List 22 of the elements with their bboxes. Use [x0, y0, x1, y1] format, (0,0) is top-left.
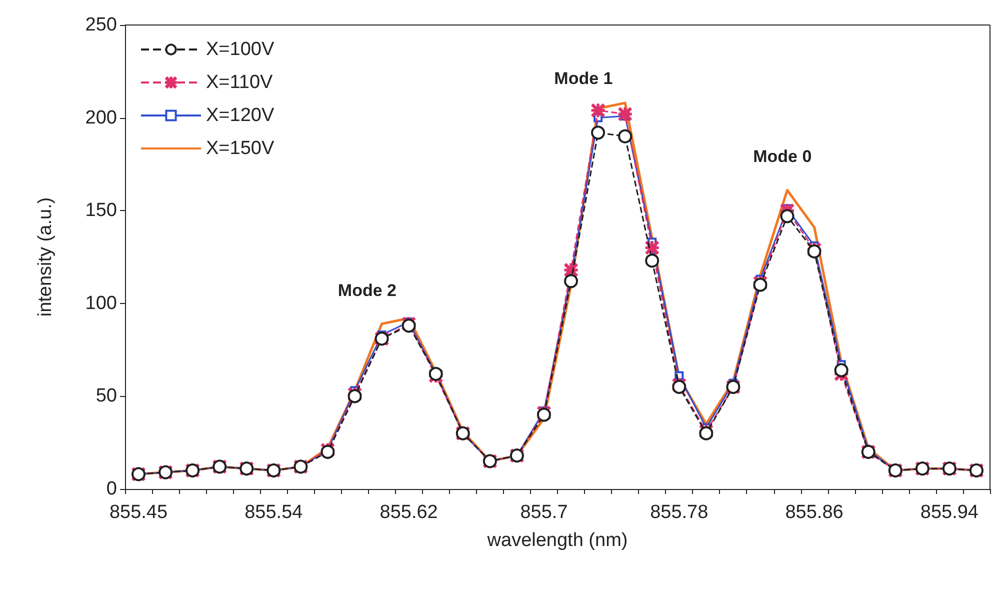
- legend-label: X=120V: [206, 105, 274, 126]
- y-tick-label: 100: [85, 292, 117, 314]
- x-tick-label: 855.45: [109, 502, 168, 523]
- y-tick-label: 150: [85, 200, 117, 222]
- y-tick-label: 200: [85, 107, 117, 128]
- legend-label: X=150V: [206, 138, 274, 159]
- x-tick-label: 855.7: [520, 502, 568, 523]
- x-tick-label: 855.62: [380, 502, 438, 523]
- x-axis-title: wavelength (nm): [486, 530, 628, 551]
- annotation: Mode 2: [338, 281, 396, 300]
- y-tick-label: 50: [96, 386, 117, 407]
- annotation: Mode 1: [554, 69, 613, 88]
- x-tick-label: 855.86: [785, 502, 844, 523]
- x-tick-label: 855.94: [920, 502, 979, 523]
- legend-label: X=110V: [206, 72, 274, 93]
- y-tick-label: 250: [85, 14, 117, 36]
- y-tick-label: 0: [106, 478, 117, 500]
- x-tick-label: 855.54: [244, 502, 304, 523]
- x-tick-label: 855.78: [650, 502, 708, 523]
- legend-label: X=100V: [206, 39, 274, 60]
- y-axis-title: intensity (a.u.): [35, 197, 56, 317]
- annotation: Mode 0: [753, 147, 812, 166]
